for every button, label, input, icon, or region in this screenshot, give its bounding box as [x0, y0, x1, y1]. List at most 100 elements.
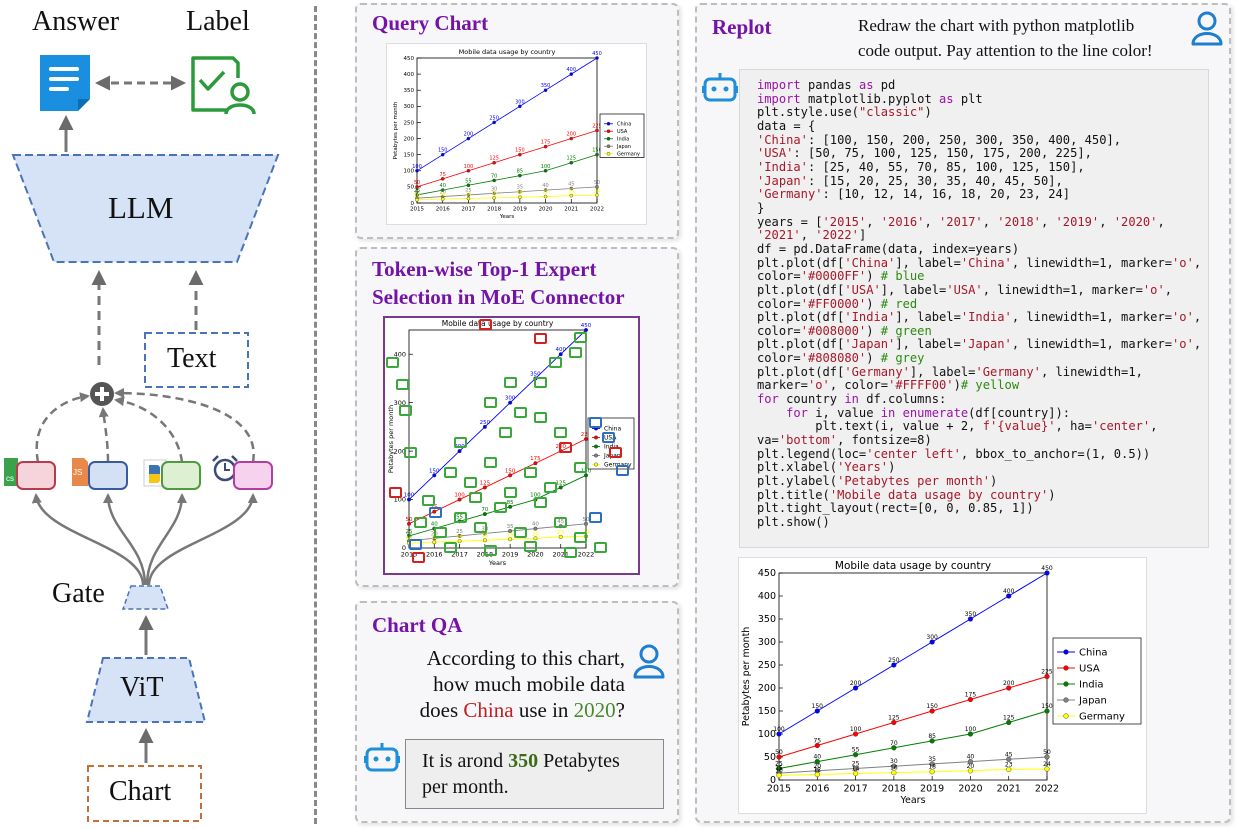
data-label-india: 55	[852, 747, 860, 754]
qa-answer-part-b: Petabytes	[538, 750, 620, 772]
expert-selection-box	[494, 502, 507, 513]
answer-document-icon	[40, 55, 90, 111]
data-label-china: 450	[1041, 565, 1053, 572]
expert-selection-box	[514, 527, 527, 538]
legend-label-usa: USA	[1079, 663, 1100, 674]
data-point-usa	[533, 461, 538, 466]
data-point-india	[967, 731, 974, 737]
data-label-china: 200	[464, 132, 474, 138]
data-label-germany: 10	[414, 193, 420, 199]
y-tick-label: 200	[404, 136, 415, 142]
qa-q-part-b: use in	[513, 698, 574, 722]
expert-selection-box	[589, 417, 602, 428]
expert-selection-box	[544, 482, 557, 493]
x-tick-label: 2017	[451, 551, 468, 559]
qa-answer-line-2: per month.	[422, 776, 509, 798]
legend-label-germany: Germany	[617, 151, 640, 157]
data-point-usa	[415, 185, 419, 189]
y-tick-label: 350	[404, 88, 415, 94]
expert-selection-box	[549, 357, 562, 368]
y-tick-label: 100	[404, 169, 415, 175]
code-line: color='#0000FF') # blue	[757, 269, 925, 284]
data-point-germany	[558, 534, 563, 539]
expert-selection-box	[484, 397, 497, 408]
data-label-japan: 25	[465, 188, 471, 194]
replot-prompt-line-1: Redraw the chart with python matplotlib	[858, 16, 1135, 35]
expert-selection-box	[386, 357, 399, 368]
replot-prompt-line-2: code output. Pay attention to the line c…	[858, 41, 1153, 60]
data-label-japan: 25	[456, 529, 463, 535]
query-chart-svg: Mobile data usage by country 0 50 100 150 200…	[393, 48, 645, 220]
data-point-china	[492, 120, 496, 125]
data-label-india: 100	[530, 493, 541, 499]
llm-label: LLM	[108, 190, 174, 225]
data-point-china	[407, 497, 412, 502]
data-label-germany: 23	[568, 189, 574, 195]
data-point-japan	[569, 186, 574, 191]
data-point-germany	[466, 196, 471, 201]
data-label-usa: 125	[480, 480, 491, 486]
expert-selection-box	[609, 447, 622, 458]
expert-selection-box	[444, 467, 457, 478]
data-label-germany: 16	[491, 191, 497, 197]
data-point-china	[967, 616, 974, 622]
user-icon-qa	[633, 644, 665, 679]
data-point-germany	[814, 771, 820, 778]
legend-label-china: China	[617, 121, 631, 127]
legend-box	[599, 113, 645, 158]
qa-q-year: 2020	[573, 698, 616, 722]
robot-icon-qa	[364, 743, 400, 772]
data-point-india	[558, 485, 563, 490]
x-tick-label: 2022	[578, 551, 595, 559]
data-label-usa: 175	[530, 456, 541, 462]
data-label-china: 150	[438, 148, 448, 154]
expert-selection-box	[564, 547, 577, 558]
data-label-germany: 12	[813, 766, 821, 773]
data-label-japan: 35	[507, 524, 514, 530]
data-label-usa: 50	[775, 749, 783, 756]
data-point-india	[814, 759, 820, 765]
expert-selection-box	[429, 507, 442, 518]
y-tick-label: 300	[394, 399, 406, 407]
data-label-china: 250	[489, 115, 499, 121]
data-label-usa: 225	[581, 432, 592, 438]
data-label-japan: 15	[414, 191, 420, 197]
code-line: plt.show()	[757, 515, 830, 529]
y-tick-label: 300	[404, 104, 415, 110]
y-axis-label: Petabytes per month	[741, 627, 752, 727]
x-axis-label: Years	[499, 214, 515, 220]
data-point-usa	[569, 136, 574, 141]
data-point-japan	[518, 189, 522, 194]
text-label: Text	[167, 343, 217, 374]
data-point-india	[543, 168, 548, 173]
data-point-japan	[492, 191, 496, 196]
data-point-japan	[583, 521, 588, 526]
data-point-japan	[508, 529, 513, 534]
data-point-germany	[440, 197, 445, 201]
data-label-usa: 50	[406, 517, 413, 523]
data-label-china: 350	[530, 371, 541, 377]
replot-chart-frame: Mobile data usage by country 0 50 100 150 200…	[738, 557, 1147, 814]
code-line: plt.ylabel('Petabytes per month')	[757, 474, 998, 489]
data-point-india	[407, 533, 412, 538]
data-point-usa	[967, 696, 974, 703]
series-line-germany	[408, 535, 587, 544]
expert-selection-box	[574, 462, 587, 473]
data-point-germany	[457, 539, 462, 544]
legend-marker-china	[1063, 649, 1069, 655]
answer-label: Answer	[32, 6, 120, 37]
data-label-india: 55	[456, 514, 463, 520]
data-label-germany: 23	[557, 530, 564, 536]
x-tick-label: 2021	[997, 784, 1021, 795]
data-label-india: 85	[507, 500, 514, 506]
data-label-usa: 75	[813, 738, 821, 745]
data-point-india	[492, 178, 496, 183]
legend-label-india: India	[1079, 679, 1104, 690]
data-point-germany	[415, 197, 419, 202]
code-line: data = {	[757, 118, 816, 133]
data-label-india: 85	[517, 169, 523, 175]
expert-selection-box	[474, 522, 487, 533]
legend-marker-india	[593, 444, 598, 449]
code-line: va='bottom', fontsize=8)	[757, 433, 932, 448]
code-line: plt.title('Mobile data usage by country'…	[757, 487, 1056, 502]
